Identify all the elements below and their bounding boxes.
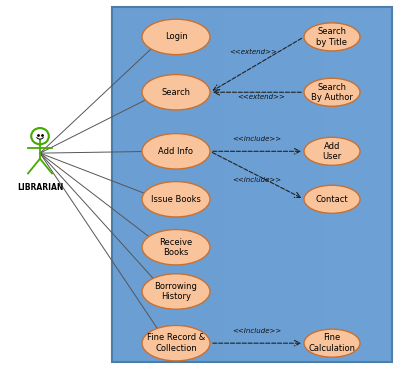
Text: Receive
Books: Receive Books [159,238,193,257]
Text: Fine Record &
Collection: Fine Record & Collection [147,334,205,353]
Text: <<extend>>: <<extend>> [229,49,277,55]
Ellipse shape [304,185,360,213]
Text: Login: Login [165,32,187,41]
Ellipse shape [304,78,360,106]
Text: Fine
Calculation: Fine Calculation [308,334,356,353]
Text: Contact: Contact [316,195,348,204]
Ellipse shape [142,19,210,55]
Text: <<extend>>: <<extend>> [237,94,285,100]
Ellipse shape [142,134,210,169]
Ellipse shape [142,230,210,265]
Text: Issue Books: Issue Books [151,195,201,204]
Text: Search
by Title: Search by Title [316,27,348,46]
Text: <<include>>: <<include>> [232,177,282,183]
Text: Search: Search [162,88,190,97]
Text: LIBRARIAN: LIBRARIAN [17,183,63,192]
Ellipse shape [304,137,360,165]
Text: Borrowing
History: Borrowing History [154,282,198,301]
Text: Add
User: Add User [322,142,342,161]
Ellipse shape [142,325,210,361]
Text: Search
By Author: Search By Author [311,83,353,102]
Ellipse shape [142,182,210,217]
Ellipse shape [142,274,210,309]
Text: <<Include>>: <<Include>> [232,328,282,334]
Ellipse shape [142,75,210,110]
FancyBboxPatch shape [112,7,392,362]
Text: Add Info: Add Info [158,147,194,156]
Text: <<include>>: <<include>> [232,136,282,142]
Ellipse shape [304,23,360,51]
Ellipse shape [304,329,360,357]
